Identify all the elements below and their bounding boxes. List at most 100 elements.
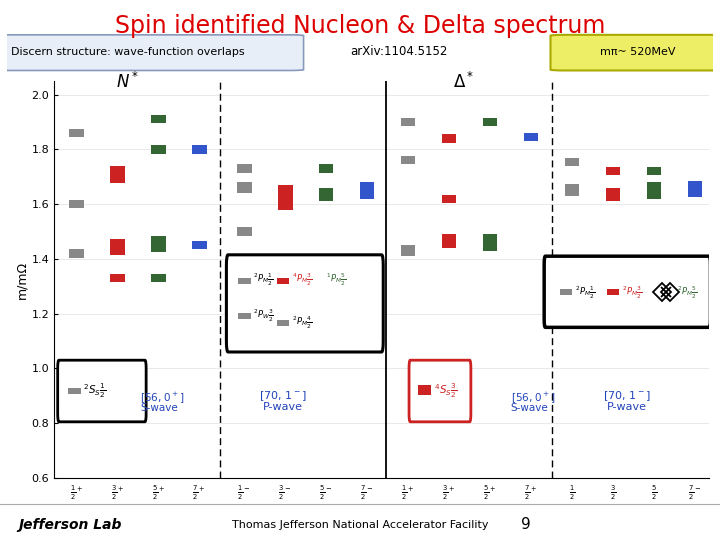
Bar (442, 134, 456, 143)
Bar (483, 242, 498, 251)
Text: $^2P_M\frac{1}{2}$: $^2P_M\frac{1}{2}$ (575, 284, 595, 301)
FancyBboxPatch shape (0, 35, 304, 70)
Bar (524, 133, 539, 141)
Text: $\frac{1}{2}^-$: $\frac{1}{2}^-$ (238, 484, 251, 502)
Text: $\frac{1}{2}$: $\frac{1}{2}$ (569, 484, 575, 502)
Text: P-wave: P-wave (264, 402, 303, 412)
Bar (483, 118, 498, 126)
Bar (688, 181, 702, 189)
Bar (278, 191, 292, 199)
Text: $^2S_S\frac{1}{2}$: $^2S_S\frac{1}{2}$ (84, 382, 107, 400)
Text: [56, 0$^+$]: [56, 0$^+$] (140, 390, 185, 404)
Bar (277, 320, 289, 326)
Text: $^2P_M\frac{3}{2}$: $^2P_M\frac{3}{2}$ (622, 284, 642, 301)
Text: $\frac{3}{2}^+$: $\frac{3}{2}^+$ (442, 484, 456, 502)
Bar (277, 278, 289, 284)
Text: $\frac{3}{2}^-$: $\frac{3}{2}^-$ (279, 484, 292, 502)
Y-axis label: m/mΩ: m/mΩ (16, 260, 29, 299)
Bar (69, 200, 84, 208)
Bar (442, 194, 456, 203)
Bar (565, 185, 579, 193)
Bar (607, 289, 619, 295)
Bar (151, 235, 166, 244)
Bar (238, 227, 251, 235)
Text: $\frac{5}{2}^+$: $\frac{5}{2}^+$ (483, 484, 497, 502)
Bar (559, 289, 572, 295)
Bar (68, 388, 81, 394)
Text: $^4P_M\frac{3}{2}$: $^4P_M\frac{3}{2}$ (292, 272, 312, 288)
FancyBboxPatch shape (409, 360, 471, 422)
Text: $\Delta^*$: $\Delta^*$ (453, 72, 474, 92)
Text: $^4S_S\frac{3}{2}$: $^4S_S\frac{3}{2}$ (434, 381, 457, 400)
Bar (401, 245, 415, 253)
Bar (319, 193, 333, 201)
Text: Jefferson Lab: Jefferson Lab (18, 518, 122, 531)
Bar (418, 385, 431, 390)
Bar (238, 278, 251, 284)
Bar (319, 188, 333, 196)
Bar (647, 191, 661, 199)
Bar (238, 183, 251, 191)
Bar (238, 313, 251, 320)
Bar (278, 307, 292, 315)
Bar (238, 165, 251, 173)
Bar (360, 183, 374, 191)
Bar (565, 158, 579, 166)
Text: $\frac{7}{2}^-$: $\frac{7}{2}^-$ (360, 484, 374, 502)
Text: $\frac{5}{2}^+$: $\frac{5}{2}^+$ (151, 484, 166, 502)
Text: [70, 1$^-$]: [70, 1$^-$] (259, 389, 307, 403)
Text: $N^*$: $N^*$ (116, 72, 140, 92)
Text: [70, 1$^-$]: [70, 1$^-$] (603, 389, 652, 403)
Bar (606, 193, 620, 201)
Text: S-wave: S-wave (140, 403, 178, 413)
Bar (110, 171, 125, 183)
Text: $\frac{3}{2}$: $\frac{3}{2}$ (610, 484, 616, 502)
Bar (319, 165, 333, 173)
Text: $\frac{7}{2}^-$: $\frac{7}{2}^-$ (688, 484, 702, 502)
Bar (278, 201, 292, 210)
Bar (69, 249, 84, 258)
Text: Spin identified Nucleon & Delta spectrum: Spin identified Nucleon & Delta spectrum (114, 14, 606, 37)
Text: $\frac{5}{2}$: $\frac{5}{2}$ (651, 484, 657, 502)
Bar (278, 196, 292, 204)
Bar (483, 234, 498, 242)
Bar (192, 145, 207, 153)
Text: $\frac{7}{2}^+$: $\frac{7}{2}^+$ (192, 484, 207, 502)
FancyBboxPatch shape (226, 255, 383, 352)
Bar (442, 234, 456, 243)
Text: $^1P_M\frac{5}{2}$: $^1P_M\frac{5}{2}$ (326, 272, 346, 288)
Text: $^2P_M\frac{4}{2}$: $^2P_M\frac{4}{2}$ (292, 314, 312, 331)
Text: arXiv:1104.5152: arXiv:1104.5152 (350, 45, 448, 58)
Text: P-wave: P-wave (607, 402, 647, 412)
Text: Discern structure: wave-function overlaps: Discern structure: wave-function overlap… (11, 47, 244, 57)
Bar (151, 274, 166, 282)
Bar (69, 129, 84, 137)
Text: S-wave: S-wave (510, 403, 549, 413)
Text: $\frac{7}{2}^+$: $\frac{7}{2}^+$ (524, 484, 538, 502)
Text: $^2P_W\frac{3}{2}$: $^2P_W\frac{3}{2}$ (253, 308, 274, 324)
Text: mπ~ 520MeV: mπ~ 520MeV (600, 47, 675, 57)
Text: $\frac{3}{2}^+$: $\frac{3}{2}^+$ (111, 484, 125, 502)
Text: 9: 9 (521, 517, 531, 532)
Bar (606, 167, 620, 176)
Bar (110, 246, 125, 255)
Text: Thomas Jefferson National Accelerator Facility: Thomas Jefferson National Accelerator Fa… (232, 519, 488, 530)
Bar (606, 188, 620, 196)
Bar (565, 188, 579, 196)
Bar (688, 189, 702, 197)
Bar (647, 167, 661, 176)
Text: $^2P_M\frac{5}{2}$: $^2P_M\frac{5}{2}$ (678, 284, 698, 301)
Bar (192, 241, 207, 249)
Text: $\frac{1}{2}^+$: $\frac{1}{2}^+$ (70, 484, 84, 502)
Bar (151, 145, 166, 153)
Bar (151, 115, 166, 124)
Bar (278, 185, 292, 193)
Bar (238, 185, 251, 193)
Bar (110, 274, 125, 282)
Text: $\frac{5}{2}^-$: $\frac{5}{2}^-$ (320, 484, 333, 502)
Bar (401, 118, 415, 126)
Bar (401, 156, 415, 165)
Bar (151, 244, 166, 252)
Text: $\frac{1}{2}^+$: $\frac{1}{2}^+$ (401, 484, 415, 502)
Bar (647, 183, 661, 191)
